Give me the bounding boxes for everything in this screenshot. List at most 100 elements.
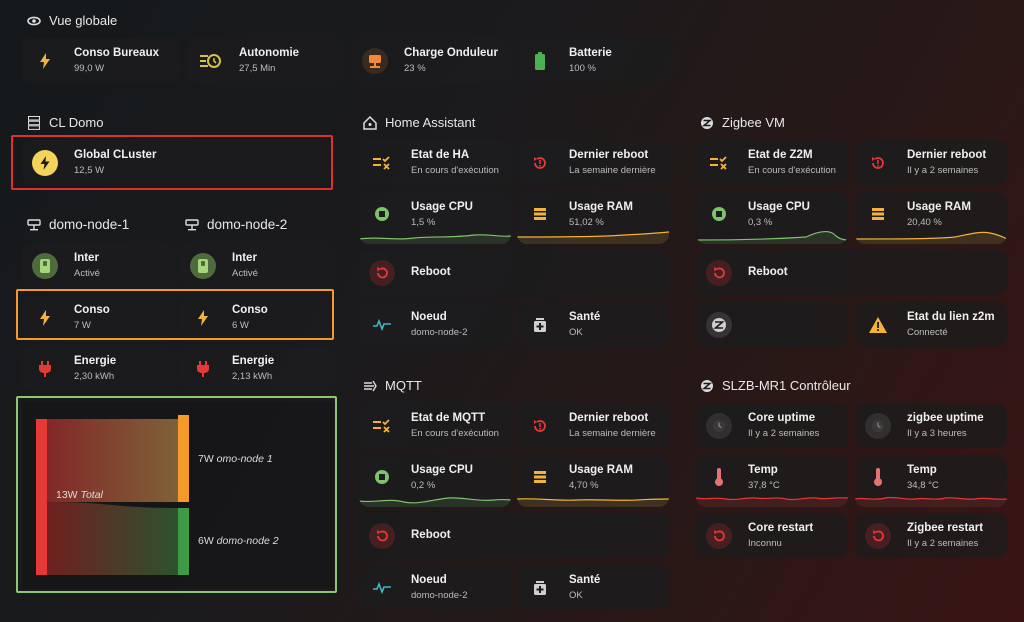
tile-state: 2,13 kWh <box>232 370 273 382</box>
eye-icon <box>27 14 41 28</box>
tile-state: Il y a 3 heures <box>907 427 967 439</box>
tile-ha-sante[interactable]: Santé OK <box>517 302 669 347</box>
bolt-icon <box>190 305 216 331</box>
tile-mqtt-noeud[interactable]: Noeud domo-node-2 <box>359 565 511 610</box>
node2-label: domo-node 2 <box>216 535 279 547</box>
tile-ha-cpu[interactable]: Usage CPU 1,5 % <box>359 192 511 244</box>
section-slzb: SLZB-MR1 Contrôleur <box>700 378 851 393</box>
tile-batterie[interactable]: Batterie 100 % <box>517 38 675 83</box>
sankey-node1-label: 7W omo-node 1 <box>198 453 273 465</box>
section-title: Zigbee VM <box>722 115 785 130</box>
tile-zigbee-uptime[interactable]: zigbee uptime Il y a 3 heures <box>855 403 1007 448</box>
node1-label: omo-node 1 <box>216 453 273 465</box>
tile-charge-onduleur[interactable]: Charge Onduleur 23 % <box>352 38 510 83</box>
tile-node1-conso[interactable]: Conso 7 W <box>22 295 174 340</box>
checklist-icon <box>369 413 395 439</box>
tile-name: Reboot <box>748 265 788 278</box>
tile-state: 1,5 % <box>411 216 436 228</box>
tile-state: OK <box>569 326 583 338</box>
tile-temp-1[interactable]: Temp 37,8 °C <box>696 455 848 507</box>
tile-zigbee-restart[interactable]: Zigbee restart Il y a 2 semaines <box>855 513 1007 558</box>
node-icon <box>27 218 41 232</box>
clock-icon <box>865 412 891 439</box>
server-icon <box>27 115 41 130</box>
tile-global-cluster[interactable]: Global CLuster 12,5 W <box>22 140 326 185</box>
tile-autonomie[interactable]: Autonomie 27,5 Min <box>187 38 345 83</box>
tile-node1-inter[interactable]: Inter Activé <box>22 243 174 288</box>
ha-reboot-button[interactable]: Reboot <box>359 250 669 295</box>
tile-mqtt-ram[interactable]: Usage RAM 4,70 % <box>517 455 669 507</box>
tile-node2-conso[interactable]: Conso 6 W <box>180 295 334 340</box>
pulse-icon <box>369 575 395 601</box>
temp-sparkline <box>696 497 848 507</box>
tile-z2m-etat[interactable]: Etat de Z2M En cours d'exécution <box>696 140 848 185</box>
section-title: Home Assistant <box>385 115 476 130</box>
z2m-reboot-button[interactable]: Reboot <box>696 250 1007 295</box>
switch-icon <box>32 252 58 279</box>
tile-z2m-dernier-reboot[interactable]: Dernier reboot Il y a 2 semaines <box>855 140 1007 185</box>
section-home-assistant: Home Assistant <box>363 115 475 130</box>
tile-core-uptime[interactable]: Core uptime Il y a 2 semaines <box>696 403 848 448</box>
plug-icon <box>32 356 58 382</box>
medical-icon <box>527 575 553 601</box>
cpu-icon <box>369 201 395 227</box>
tile-name: Global CLuster <box>74 148 157 161</box>
tile-state: 23 % <box>404 62 426 74</box>
tile-name: Etat de MQTT <box>411 411 486 424</box>
tile-conso-bureaux[interactable]: Conso Bureaux 99,0 W <box>22 38 180 83</box>
tile-state: 0,2 % <box>411 479 436 491</box>
section-title: domo-node-2 <box>207 217 288 232</box>
tile-node2-energie[interactable]: Energie 2,13 kWh <box>180 346 334 391</box>
tile-state: Activé <box>74 267 100 279</box>
tile-ha-noeud[interactable]: Noeud domo-node-2 <box>359 302 511 347</box>
tile-name: Reboot <box>411 528 451 541</box>
tile-name: Usage RAM <box>907 201 971 213</box>
tile-name: Etat de HA <box>411 148 470 161</box>
flow-to-node2 <box>46 502 178 575</box>
tile-state: 6 W <box>232 319 249 331</box>
tile-mqtt-sante[interactable]: Santé OK <box>517 565 669 610</box>
tile-state: Il y a 2 semaines <box>907 164 979 176</box>
tile-state: Inconnu <box>748 537 782 549</box>
restart-icon <box>369 259 395 286</box>
pulse-icon <box>369 312 395 338</box>
tile-mqtt-etat[interactable]: Etat de MQTT En cours d'exécution <box>359 403 511 448</box>
section-zigbee-vm: Zigbee VM <box>700 115 785 130</box>
restart-alert-icon <box>527 413 553 439</box>
flow-to-node1 <box>46 419 178 502</box>
tile-state: Activé <box>232 267 258 279</box>
tile-ha-etat[interactable]: Etat de HA En cours d'exécution <box>359 140 511 185</box>
tile-state: OK <box>569 589 583 601</box>
restart-alert-icon <box>865 150 891 176</box>
tile-core-restart[interactable]: Core restart Inconnu <box>696 513 848 558</box>
tile-name: Noeud <box>411 310 447 323</box>
tile-name: Energie <box>232 354 275 367</box>
node2-value: 6W <box>198 535 214 547</box>
restart-icon <box>865 522 891 549</box>
tile-mqtt-cpu[interactable]: Usage CPU 0,2 % <box>359 455 511 507</box>
tile-name: Noeud <box>411 573 447 586</box>
tile-node2-inter[interactable]: Inter Activé <box>180 243 334 288</box>
warning-icon <box>865 312 891 338</box>
tile-name: Etat de Z2M <box>748 148 813 161</box>
tile-name: Usage RAM <box>569 464 633 476</box>
tile-state: 99,0 W <box>74 62 105 74</box>
tile-node1-energie[interactable]: Energie 2,30 kWh <box>22 346 174 391</box>
tile-state: 27,5 Min <box>239 62 276 74</box>
tile-z2m-ram[interactable]: Usage RAM 20,40 % <box>855 192 1007 244</box>
tile-z2m-placeholder[interactable] <box>696 302 848 347</box>
section-title: CL Domo <box>49 115 104 130</box>
tile-name: Inter <box>232 251 257 264</box>
mqtt-icon <box>363 379 377 393</box>
tile-mqtt-dernier-reboot[interactable]: Dernier reboot La semaine dernière <box>517 403 669 448</box>
tile-ha-ram[interactable]: Usage RAM 51,02 % <box>517 192 669 244</box>
tile-temp-2[interactable]: Temp 34,8 °C <box>855 455 1007 507</box>
zigbee-icon <box>706 311 732 338</box>
tile-z2m-cpu[interactable]: Usage CPU 0,3 % <box>696 192 848 244</box>
tile-z2m-lien[interactable]: Etat du lien z2m Connecté <box>855 302 1007 347</box>
cpu-sparkline <box>359 234 511 244</box>
mqtt-reboot-button[interactable]: Reboot <box>359 513 669 558</box>
memory-icon <box>865 201 891 227</box>
node1-bar <box>178 415 189 502</box>
tile-ha-dernier-reboot[interactable]: Dernier reboot La semaine dernière <box>517 140 669 185</box>
